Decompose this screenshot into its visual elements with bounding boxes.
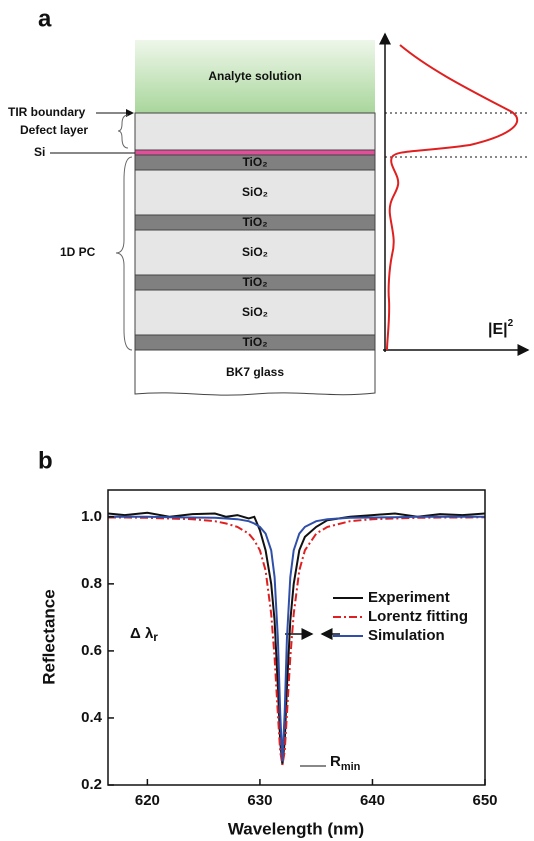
side-label: 1D PC [60,245,96,259]
side-label: Defect layer [20,123,88,137]
plot-frame [107,489,486,786]
annotation-text: R [330,753,341,770]
sio2-layer [134,229,376,276]
panel-label: b [38,447,53,474]
brace [117,114,129,149]
layer-label: SiO₂ [242,305,268,319]
x-tick-label: 630 [247,792,272,809]
side-label: Si [34,145,45,159]
field-label: |E| [488,321,508,338]
y-tick-label: 1.0 [81,508,102,525]
x-tick-label: 650 [472,792,497,809]
legend-label: Experiment [368,589,450,606]
annotation-text: Δ λ [130,625,154,642]
glass-layer [134,349,376,396]
annotation: Rmin [330,753,361,773]
field-curve [386,44,519,351]
x-tick-label: 640 [360,792,385,809]
y-tick-label: 0.4 [81,709,103,726]
y-tick-label: 0.2 [81,776,102,793]
legend-label: Lorentz fitting [368,608,468,625]
layer-label: Analyte solution [208,69,301,83]
y-tick-label: 0.8 [81,575,102,592]
sio2-layer [134,289,376,336]
y-axis-title: Reflectance [39,589,58,684]
annotation-sub: r [153,630,158,644]
layer-label: TiO₂ [242,335,267,349]
defect-layer [134,112,376,151]
series-line [108,515,485,762]
y-tick-label: 0.6 [81,642,102,659]
x-axis-title: Wavelength (nm) [228,819,364,838]
layer-stack [134,40,376,396]
layer-label: TiO₂ [242,275,267,289]
annotation: Δ λr [130,625,158,644]
field-label-sup: 2 [508,318,514,329]
layer-label: SiO₂ [242,245,268,259]
analyte-layer [135,40,375,113]
annotation-sub: min [341,761,361,773]
panel-label: a [38,5,52,32]
side-label: TIR boundary [8,105,86,119]
layer-label: TiO₂ [242,155,267,169]
sio2-layer [134,169,376,216]
legend-label: Simulation [368,627,445,644]
x-tick-label: 620 [135,792,160,809]
layer-label: TiO₂ [242,215,267,229]
field-axis-label: |E|2 [488,318,514,339]
brace [115,156,133,351]
field-plot: |E|2 [379,32,530,356]
layer-label: BK7 glass [226,365,284,379]
plot-area: 620 630 640 650 0.2 0.4 0.6 0.8 1.0 Experiment Lor… [81,489,498,809]
layer-label: SiO₂ [242,185,268,199]
